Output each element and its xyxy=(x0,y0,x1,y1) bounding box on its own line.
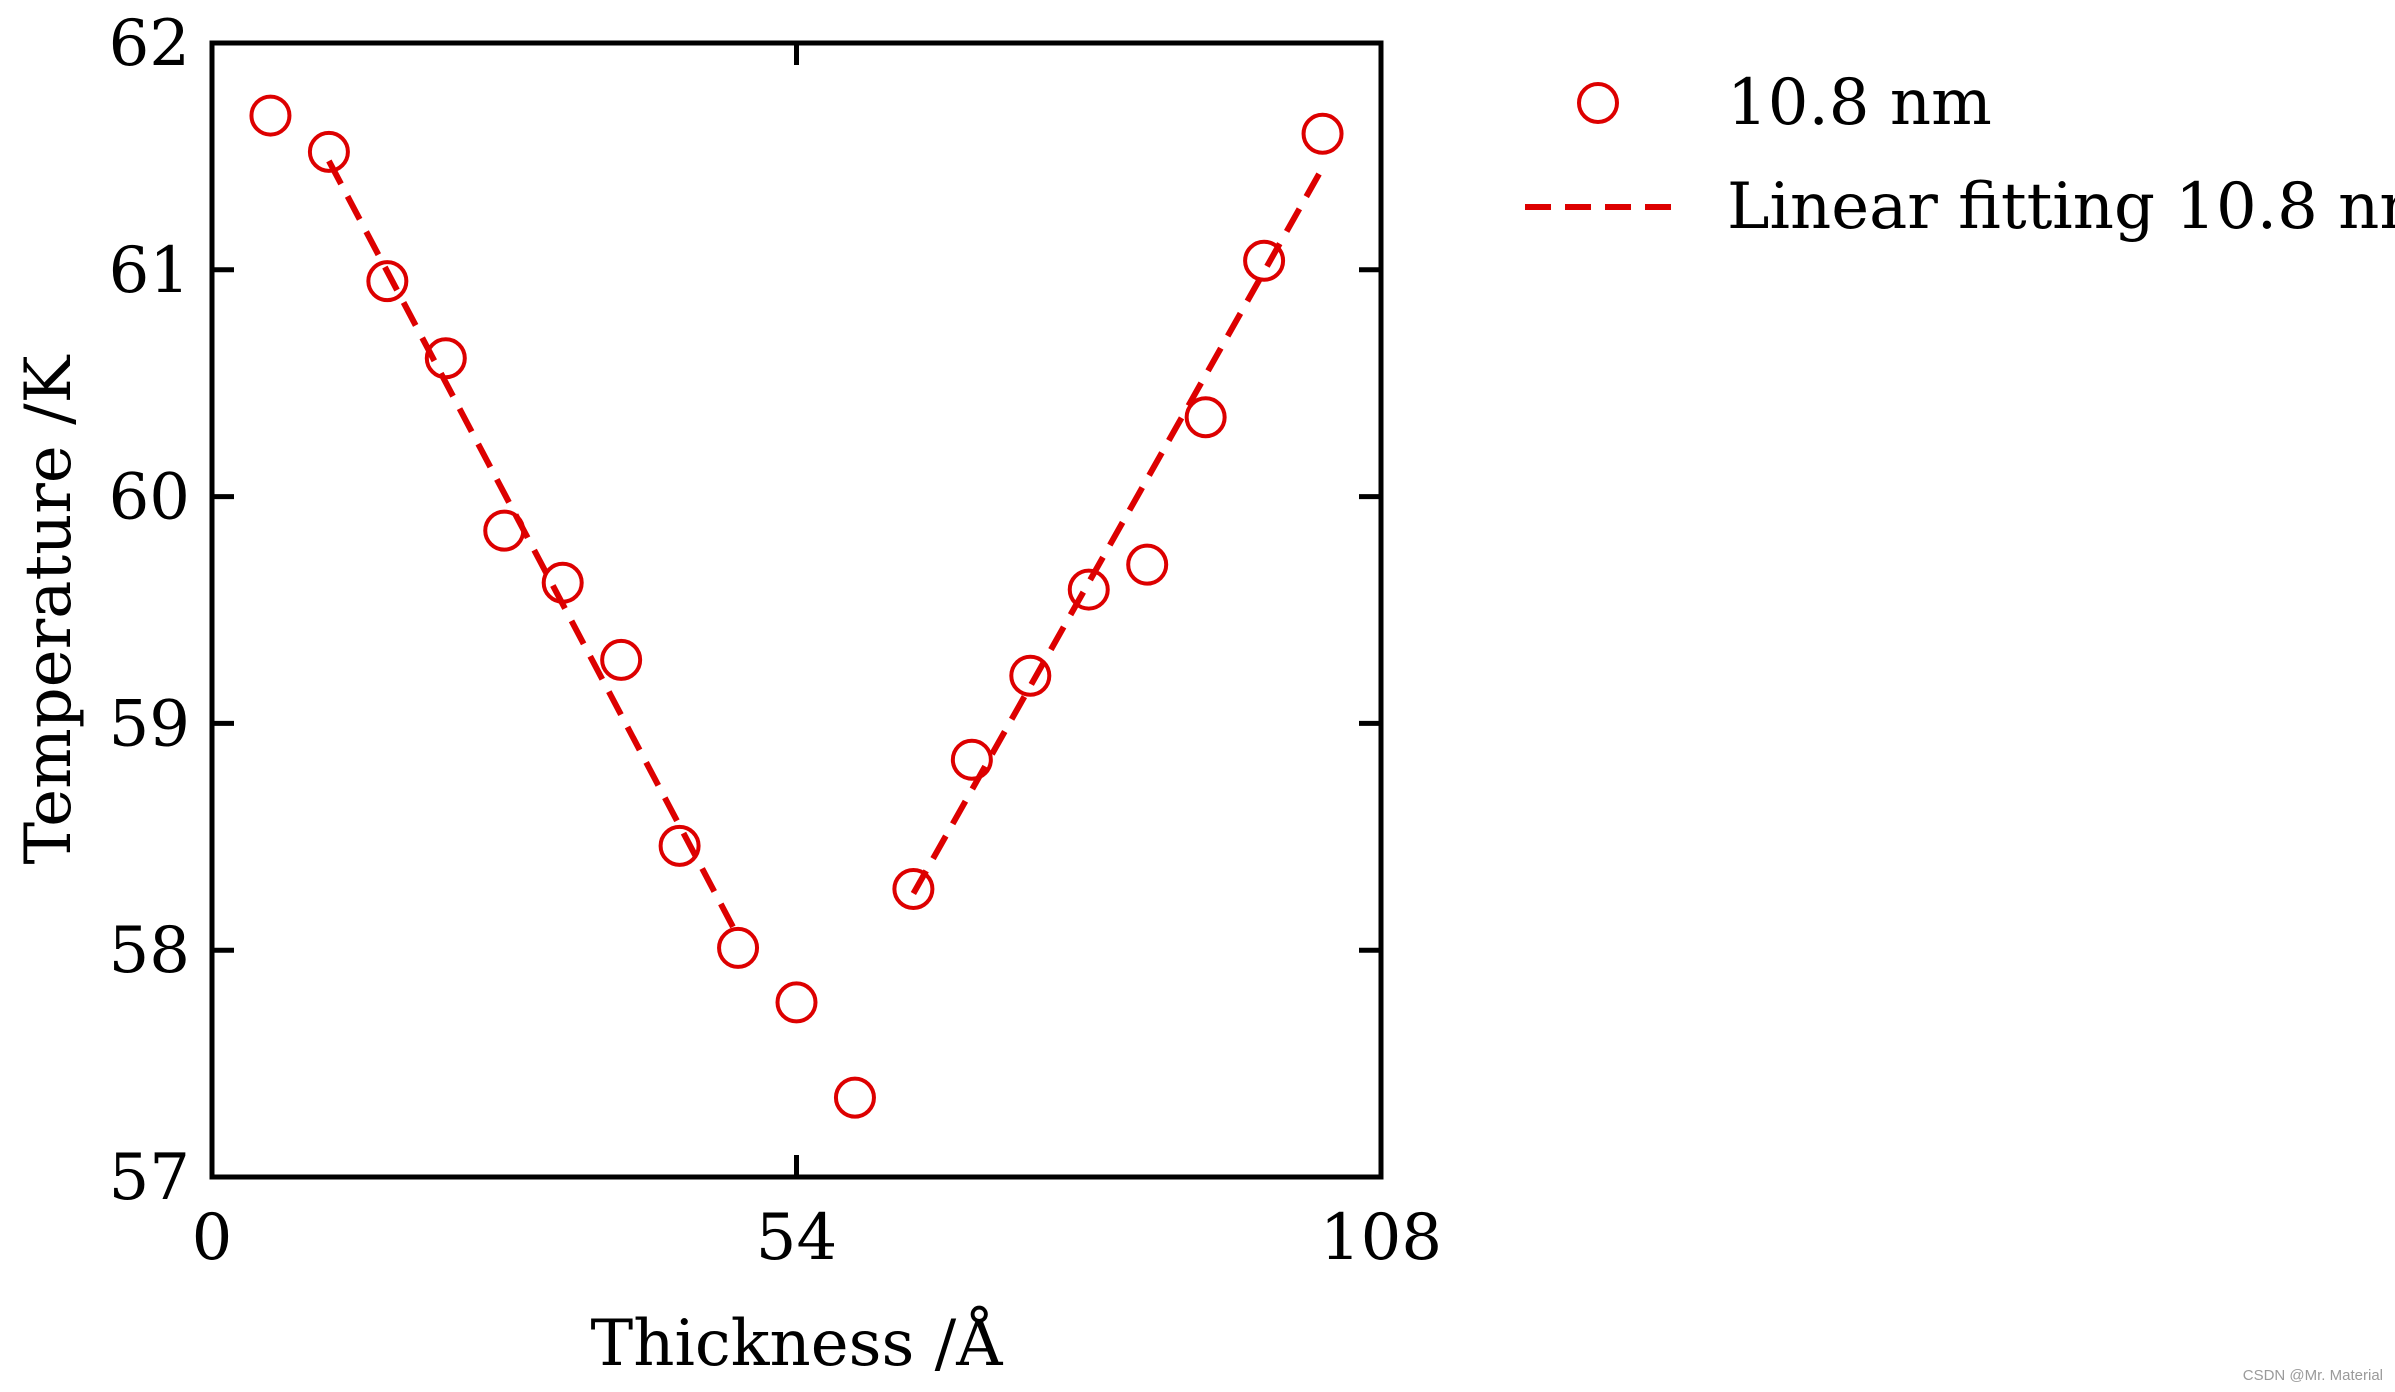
data-point xyxy=(658,824,701,867)
y-axis-label: Temperature /K xyxy=(12,354,86,864)
x-tick-label: 54 xyxy=(756,1201,837,1275)
legend-label-data: 10.8 nm xyxy=(1727,66,1992,140)
axis-ticks xyxy=(209,40,1384,1180)
y-tick-label: 62 xyxy=(109,7,190,81)
y-tick-label: 57 xyxy=(109,1141,190,1215)
legend-marker-circle xyxy=(1577,82,1619,124)
tick-labels: 0 54 108 57 58 59 60 61 62 xyxy=(109,7,1443,1275)
x-tick-label: 108 xyxy=(1320,1201,1442,1275)
x-tick-label: 0 xyxy=(192,1201,233,1275)
fit-lines xyxy=(326,159,1326,938)
data-point xyxy=(1067,568,1110,611)
x-axis-label: Thickness /Å xyxy=(591,1306,1004,1381)
fit-line-segment xyxy=(326,159,741,938)
legend: 10.8 nm Linear fitting 10.8 nm xyxy=(1525,66,2395,244)
plot-frame xyxy=(209,40,1384,1180)
y-tick-label: 59 xyxy=(109,687,190,761)
data-markers xyxy=(249,94,1344,1119)
data-point xyxy=(366,260,409,303)
data-point xyxy=(1126,543,1169,586)
y-tick-label: 58 xyxy=(109,914,190,988)
data-point xyxy=(892,867,935,910)
data-point xyxy=(833,1076,876,1119)
data-point xyxy=(950,738,993,781)
data-point xyxy=(1184,396,1227,439)
data-point xyxy=(541,561,584,604)
data-point xyxy=(775,981,818,1024)
legend-label-fit: Linear fitting 10.8 nm xyxy=(1727,170,2395,244)
fit-line-segment xyxy=(910,166,1326,895)
data-point xyxy=(1009,654,1052,697)
y-tick-label: 61 xyxy=(109,234,190,308)
data-point xyxy=(249,94,292,137)
data-point xyxy=(1243,239,1286,282)
data-point xyxy=(1301,112,1344,155)
watermark: CSDN @Mr. Material xyxy=(2242,1367,2383,1384)
data-point xyxy=(483,509,526,552)
data-point xyxy=(600,638,643,681)
data-point xyxy=(717,926,760,969)
data-point xyxy=(307,130,350,173)
data-point xyxy=(424,337,467,380)
y-tick-label: 60 xyxy=(109,461,190,535)
